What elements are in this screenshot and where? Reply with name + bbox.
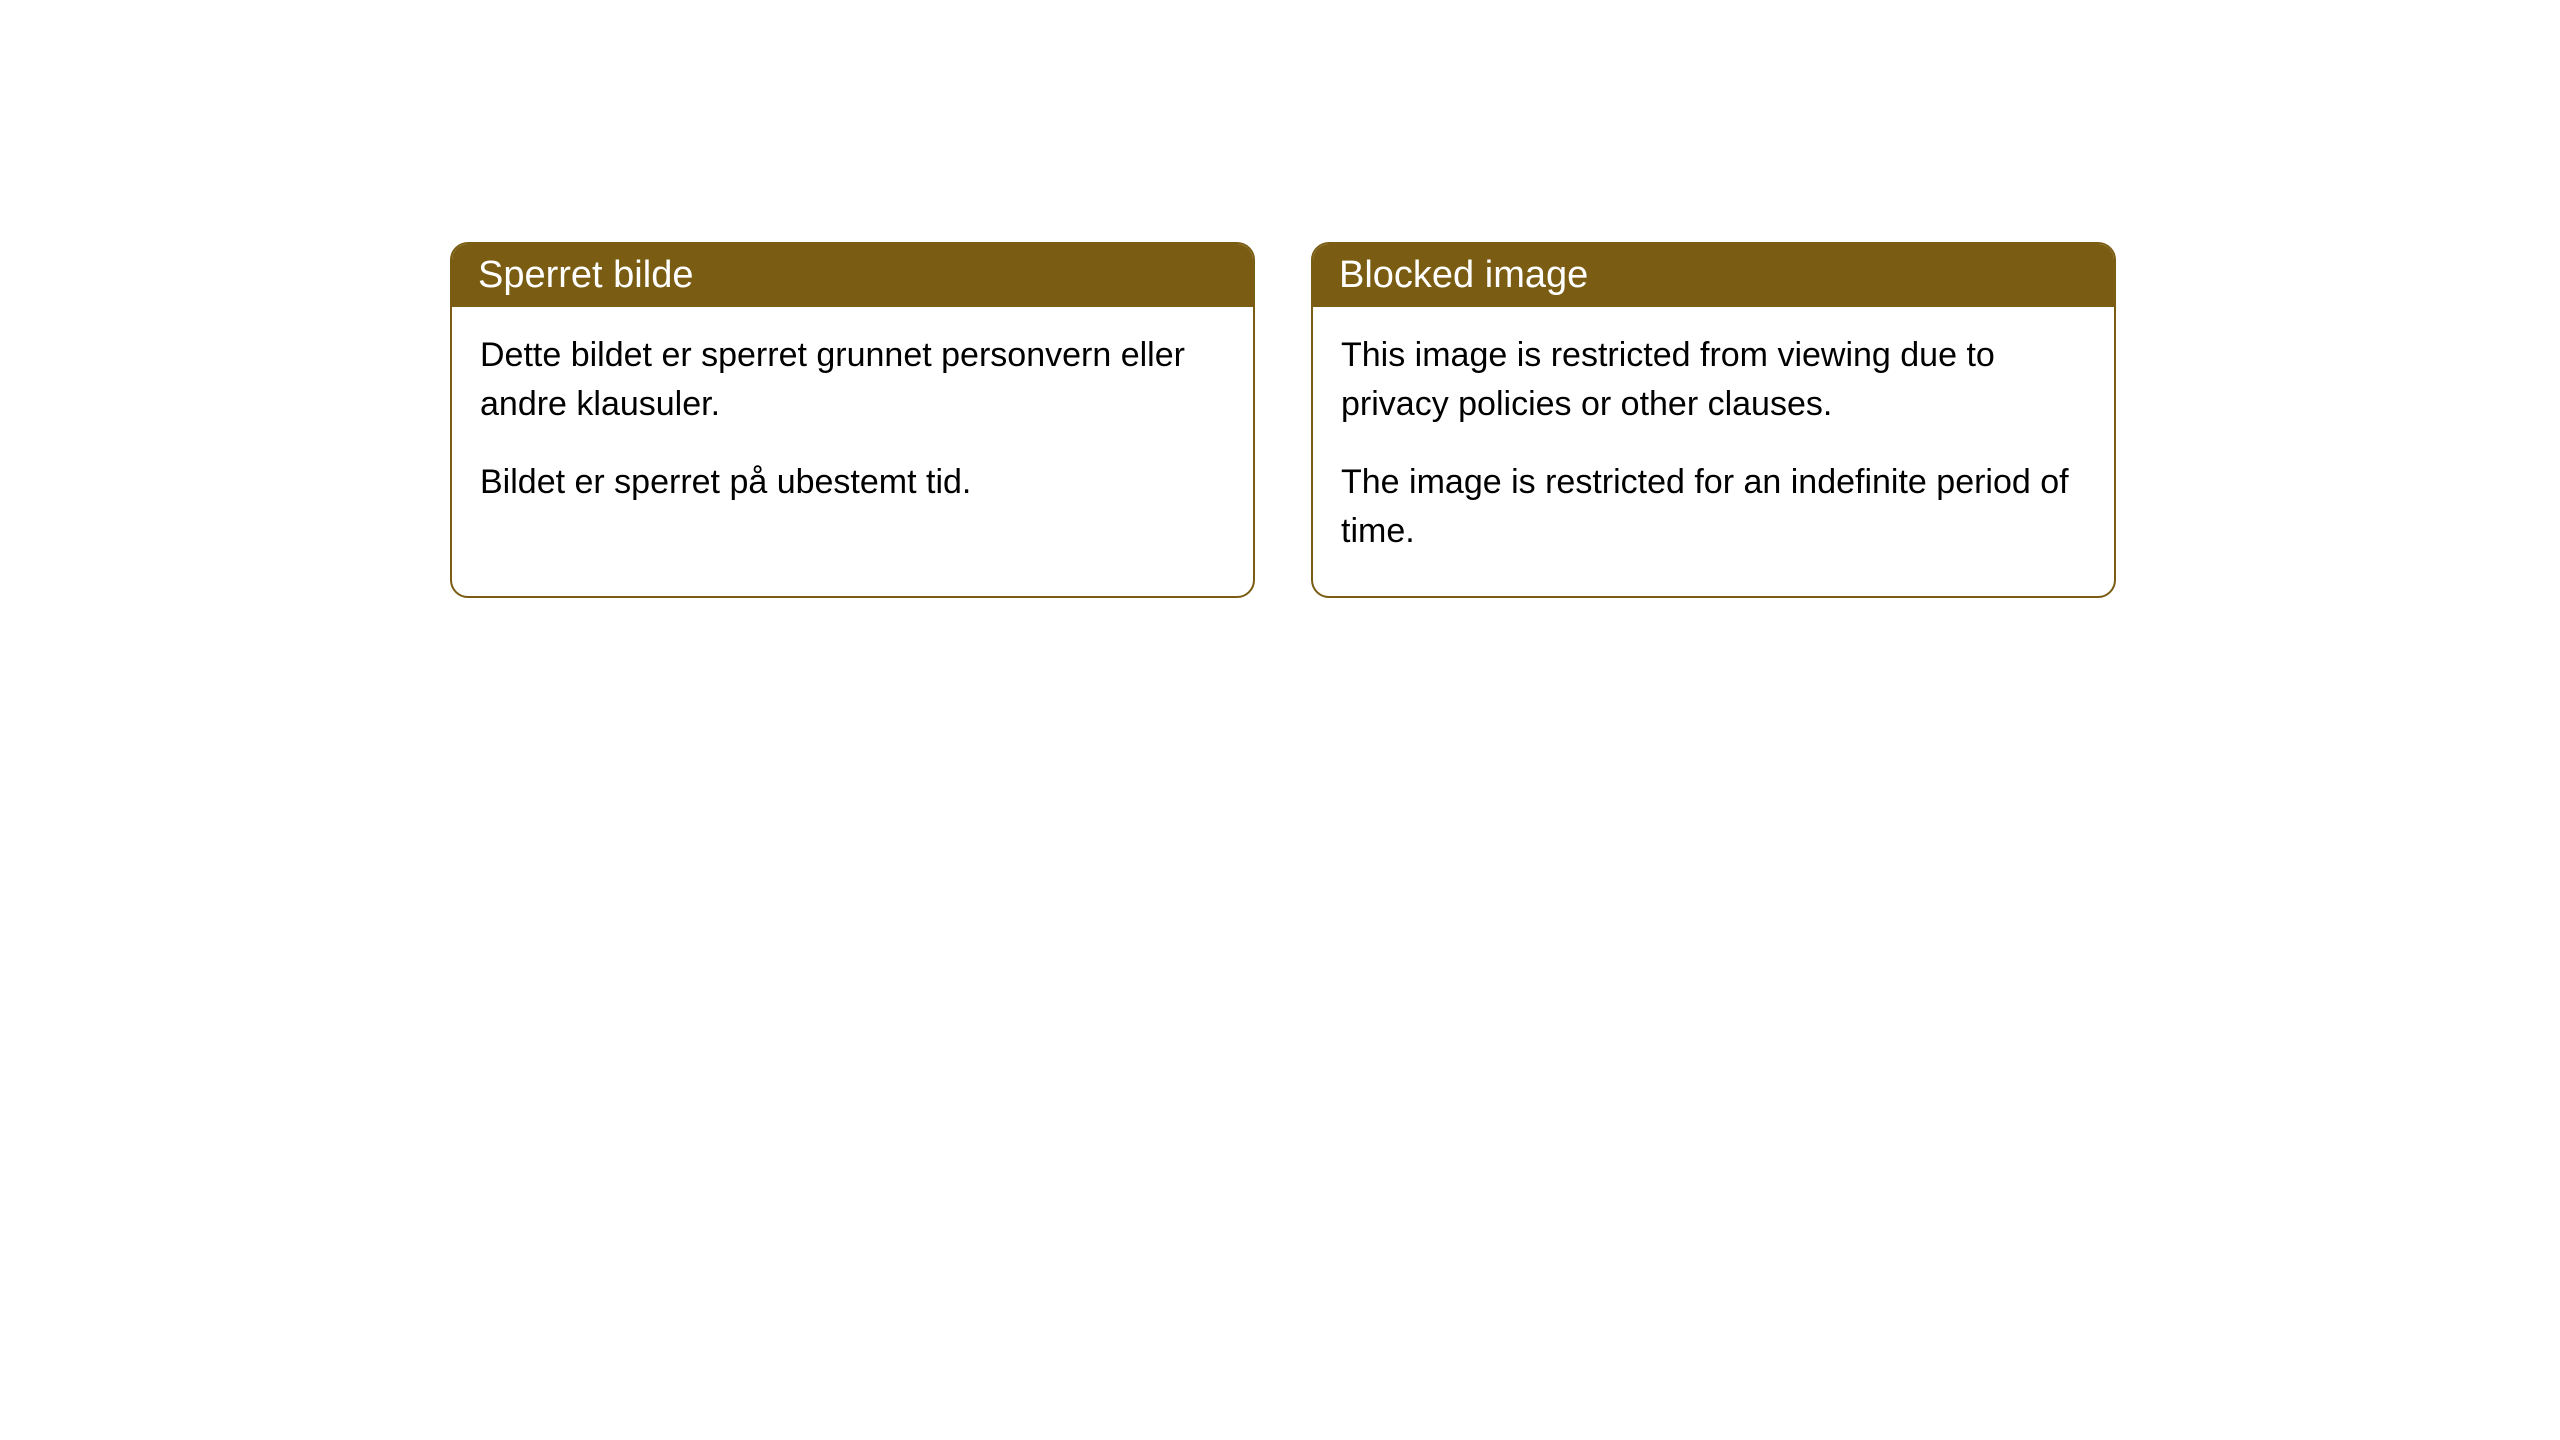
card-body: This image is restricted from viewing du… bbox=[1313, 307, 2114, 596]
card-body: Dette bildet er sperret grunnet personve… bbox=[452, 307, 1253, 547]
card-paragraph: Dette bildet er sperret grunnet personve… bbox=[480, 331, 1225, 430]
card-paragraph: Bildet er sperret på ubestemt tid. bbox=[480, 458, 1225, 507]
notice-card-norwegian: Sperret bilde Dette bildet er sperret gr… bbox=[450, 242, 1255, 598]
card-paragraph: The image is restricted for an indefinit… bbox=[1341, 458, 2086, 557]
card-title: Blocked image bbox=[1339, 254, 1588, 296]
card-paragraph: This image is restricted from viewing du… bbox=[1341, 331, 2086, 430]
card-header: Sperret bilde bbox=[452, 244, 1253, 307]
card-header: Blocked image bbox=[1313, 244, 2114, 307]
notice-cards-container: Sperret bilde Dette bildet er sperret gr… bbox=[450, 242, 2116, 598]
card-title: Sperret bilde bbox=[478, 254, 693, 296]
notice-card-english: Blocked image This image is restricted f… bbox=[1311, 242, 2116, 598]
